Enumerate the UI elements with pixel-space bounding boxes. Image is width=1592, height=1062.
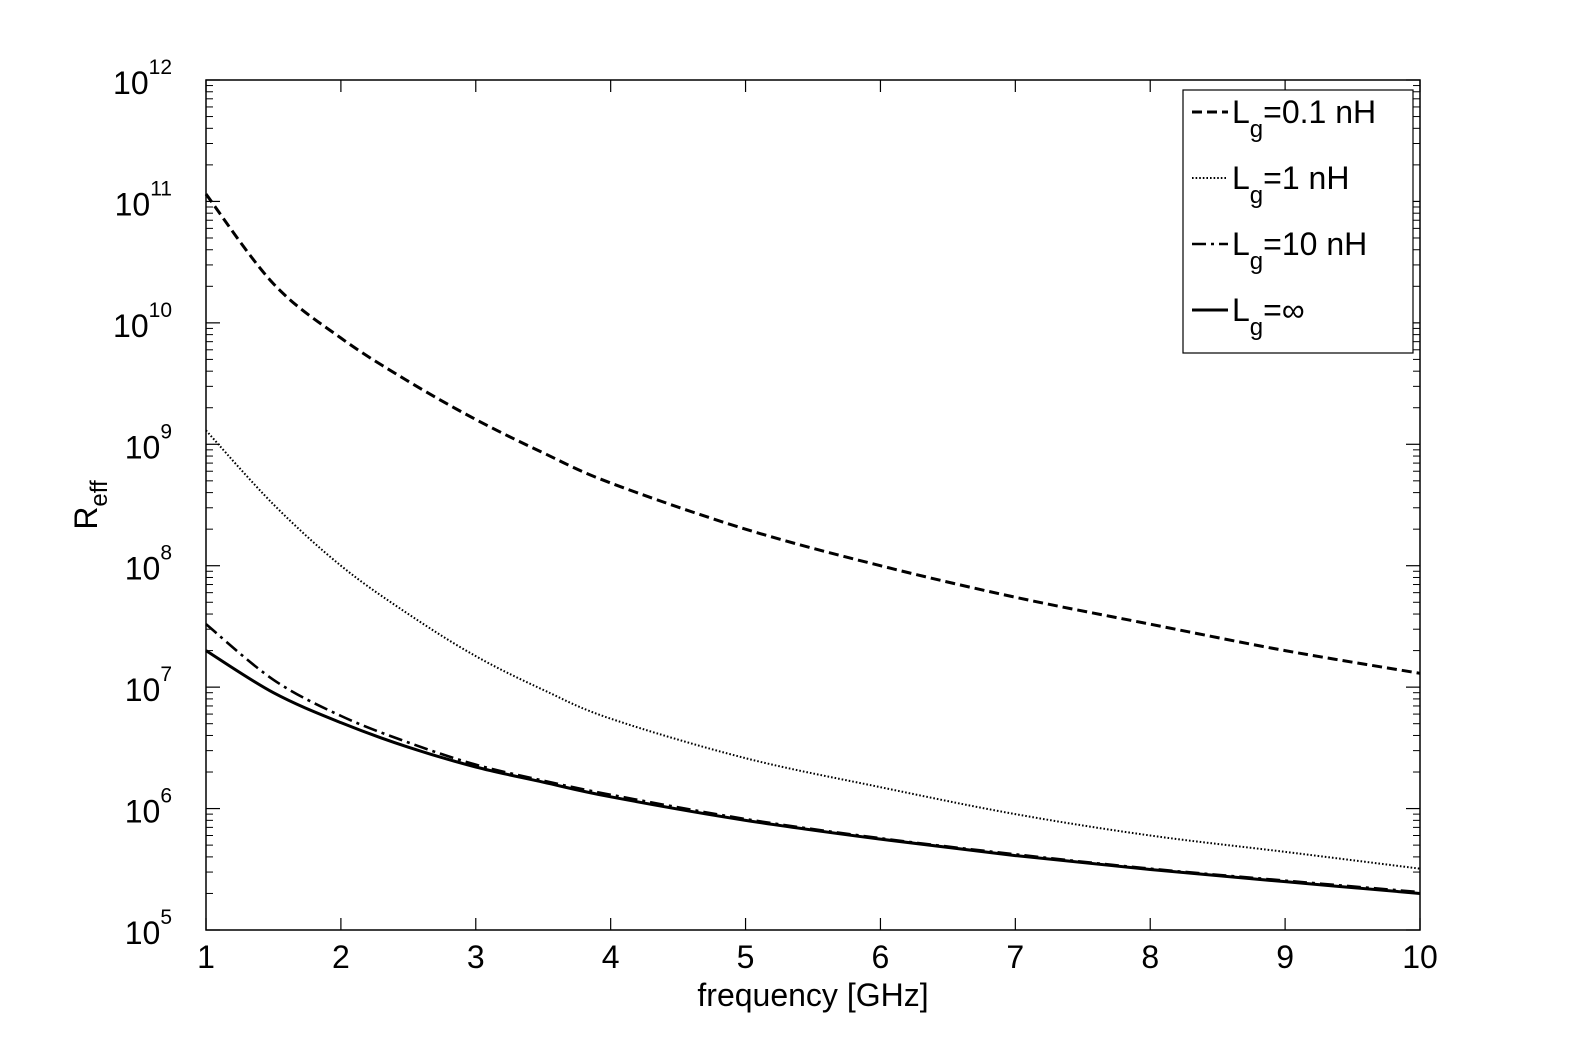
x-tick-label: 5 — [737, 939, 755, 975]
y-tick-label: 105 — [125, 906, 172, 951]
x-tick-labels: 1 2 3 4 5 6 7 8 9 10 — [197, 939, 1438, 975]
y-tick-label: 107 — [125, 663, 172, 708]
legend-label-4: Lg=∞ — [1232, 292, 1305, 341]
legend-label-1: Lg=0.1 nH — [1232, 94, 1376, 143]
y-tick-label: 1010 — [113, 299, 172, 344]
y-tick-label: 1012 — [113, 56, 172, 101]
y-tick-label: 109 — [125, 420, 172, 465]
y-axis-label-sub: eff — [86, 480, 113, 507]
y-tick-label: 106 — [125, 785, 172, 830]
series-line-1 — [204, 193, 1421, 675]
legend: Lg=0.1 nH Lg=1 nH Lg=10 nH Lg=∞ — [1182, 89, 1414, 354]
x-tick-label: 6 — [872, 939, 890, 975]
legend-label-2: Lg=1 nH — [1232, 160, 1349, 209]
y-tick-label: 1011 — [115, 177, 172, 222]
y-axis-label: Reff — [68, 480, 113, 530]
legend-label-3: Lg=10 nH — [1232, 226, 1367, 275]
y-tick-labels: 105 106 107 108 109 1010 1011 1012 — [113, 56, 172, 951]
axis-ticks — [205, 79, 1421, 931]
x-tick-label: 2 — [332, 939, 350, 975]
series-layer — [204, 193, 1421, 895]
series-line-4 — [205, 649, 1421, 895]
x-tick-label: 3 — [467, 939, 485, 975]
series-line-2 — [205, 429, 1421, 870]
y-tick-label: 108 — [125, 542, 172, 587]
x-tick-label: 9 — [1276, 939, 1294, 975]
x-tick-label: 8 — [1141, 939, 1159, 975]
x-axis-label: frequency [GHz] — [697, 977, 928, 1013]
x-tick-label: 7 — [1006, 939, 1024, 975]
x-tick-label: 1 — [197, 939, 215, 975]
y-axis-label-main: R — [68, 507, 104, 530]
x-tick-label: 4 — [602, 939, 620, 975]
x-tick-label: 10 — [1402, 939, 1438, 975]
